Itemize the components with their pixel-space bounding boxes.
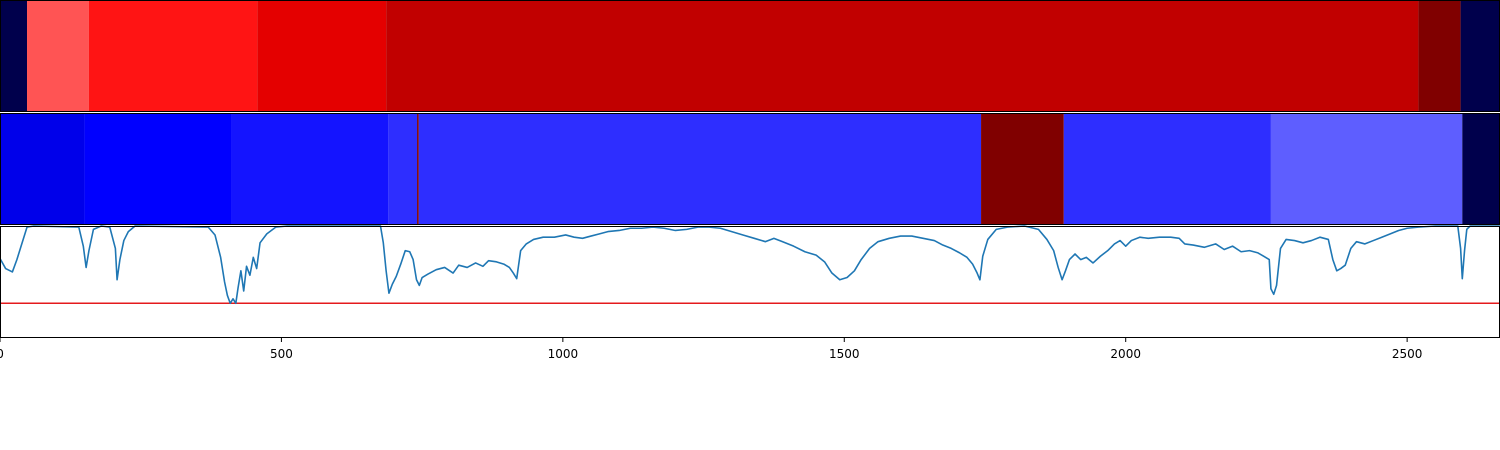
band-0-segment-3	[257, 0, 387, 112]
band-1-segment-0	[0, 113, 85, 225]
x-tick-label: 2000	[1110, 347, 1141, 361]
heatmap-band-middle	[0, 113, 1500, 225]
x-tick-label: 1500	[829, 347, 860, 361]
band-1-segment-6	[981, 113, 1064, 225]
heatmap-band-top	[0, 0, 1500, 112]
band-1-segment-2	[231, 113, 389, 225]
band-1-segment-8	[1270, 113, 1463, 225]
band-1-segment-7	[1063, 113, 1271, 225]
series-line	[0, 225, 1500, 305]
band-0-segment-6	[1460, 0, 1500, 112]
band-1-segment-4	[417, 113, 419, 225]
band-1-segment-3	[388, 113, 418, 225]
line-panel	[0, 225, 1500, 338]
band-1-segment-5	[418, 113, 982, 225]
band-1-segment-9	[1462, 113, 1500, 225]
line-panel-background	[0, 226, 1500, 338]
x-axis: 0 500 1000 1500 2000 2500	[0, 338, 1422, 361]
band-0-segment-0	[0, 0, 28, 112]
band-0-segment-1	[27, 0, 89, 112]
x-tick-label: 2500	[1392, 347, 1423, 361]
x-tick-label: 0	[0, 347, 4, 361]
band-1-segment-1	[84, 113, 232, 225]
x-tick-label: 500	[270, 347, 293, 361]
band-0-segment-5	[1418, 0, 1461, 112]
x-tick-label: 1000	[548, 347, 579, 361]
band-0-segment-4	[386, 0, 1419, 112]
band-0-segment-2	[88, 0, 258, 112]
